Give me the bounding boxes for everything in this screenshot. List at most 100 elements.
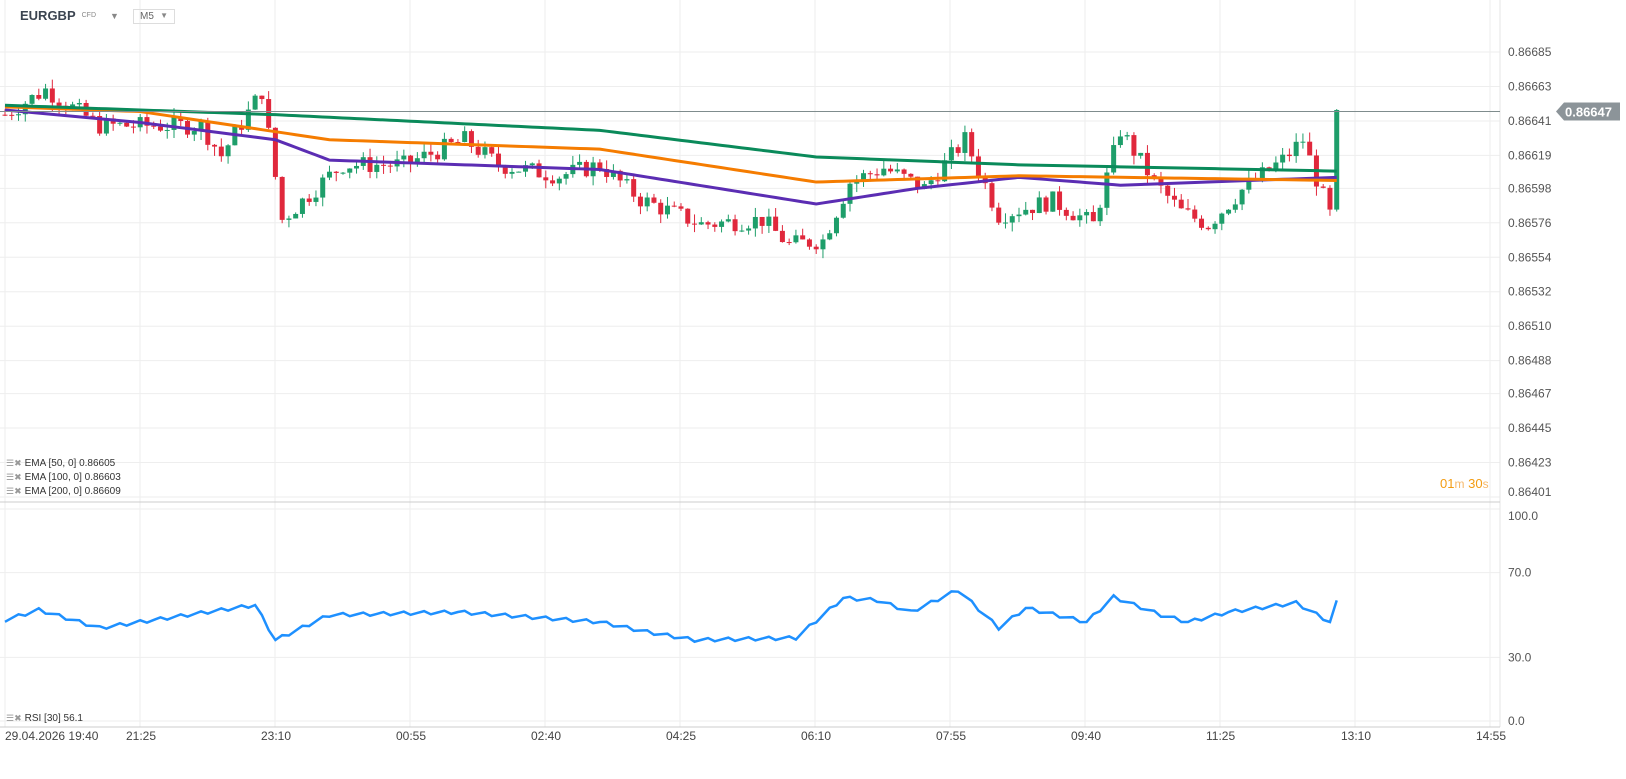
candle-body — [881, 168, 887, 176]
candle-body — [468, 131, 474, 147]
candle-body — [1273, 162, 1279, 171]
candle-body — [664, 205, 670, 215]
candle — [435, 151, 441, 164]
candle-body — [475, 146, 481, 155]
candle-body — [820, 239, 826, 250]
x-tick-label: 21:25 — [126, 729, 156, 743]
candle — [874, 168, 880, 180]
candle-body — [685, 208, 691, 224]
candle-body — [252, 95, 258, 110]
y-tick-label: 70.0 — [1508, 566, 1532, 580]
candle-body — [239, 126, 245, 130]
candle — [272, 127, 278, 180]
candle — [969, 128, 975, 164]
candle-body — [1117, 136, 1123, 146]
legend-ema-50[interactable]: ☰✖ EMA [50, 0] 0.86605 — [6, 458, 115, 469]
candle — [97, 107, 103, 136]
legend-rsi[interactable]: ☰✖ RSI [30] 56.1 — [6, 713, 83, 724]
candle-body — [1097, 207, 1103, 222]
candle-body — [692, 223, 698, 225]
symbol-name: EURGBP — [20, 8, 76, 23]
candle — [685, 208, 691, 227]
candle — [171, 108, 177, 139]
candle-body — [1002, 222, 1008, 224]
candle — [1117, 130, 1123, 148]
y-tick-label: 30.0 — [1508, 650, 1532, 664]
legend-ema-100[interactable]: ☰✖ EMA [100, 0] 0.86603 — [6, 472, 121, 483]
candle — [43, 83, 49, 101]
candle-body — [1239, 189, 1245, 205]
candle — [1320, 184, 1326, 189]
candle — [110, 114, 116, 131]
candle — [861, 169, 867, 187]
y-tick-label: 0.86467 — [1508, 387, 1552, 401]
candle — [786, 238, 792, 246]
candle — [1097, 204, 1103, 226]
candle — [658, 199, 664, 224]
candle — [813, 244, 819, 254]
candle-body — [1063, 209, 1069, 216]
settings-icon[interactable]: ☰✖ — [6, 472, 22, 482]
price-badge-label: 0.86647 — [1565, 105, 1612, 120]
candle-body — [1009, 216, 1015, 223]
candle-body — [861, 173, 867, 180]
candle-body — [171, 116, 177, 130]
candle — [671, 201, 677, 208]
candle-body — [935, 180, 941, 182]
timeframe-select[interactable]: M5 ▼ — [133, 9, 175, 24]
candle-body — [218, 146, 224, 157]
candle-body — [151, 125, 157, 127]
candle — [955, 144, 961, 157]
candle — [455, 139, 461, 143]
candle — [732, 214, 738, 236]
candle-body — [495, 153, 501, 167]
candle — [1212, 221, 1218, 234]
candle — [354, 162, 360, 174]
candle-body — [1307, 141, 1313, 156]
candle — [1104, 167, 1110, 216]
symbol-selector[interactable]: EURGBP CFD ▼ — [20, 8, 119, 23]
ema-line-100 — [4, 105, 1337, 184]
candle-body — [1165, 185, 1171, 196]
candle-body — [529, 163, 535, 166]
settings-icon[interactable]: ☰✖ — [6, 458, 22, 468]
candle-body — [76, 102, 82, 105]
candle-body — [732, 219, 738, 232]
candle — [779, 225, 785, 243]
candle — [637, 192, 643, 215]
candle-body — [543, 177, 549, 181]
legend-label: EMA [50, 0] 0.86605 — [24, 458, 116, 469]
y-tick-label: 0.86554 — [1508, 250, 1552, 264]
candle-body — [1232, 204, 1238, 210]
candle — [293, 212, 299, 219]
candle-body — [103, 118, 109, 134]
candle-body — [340, 172, 346, 174]
candle-body — [421, 151, 427, 159]
candle-body — [644, 197, 650, 207]
candle — [820, 234, 826, 259]
candle-body — [1192, 209, 1198, 219]
legend-ema-200[interactable]: ☰✖ EMA [200, 0] 0.86609 — [6, 486, 121, 497]
y-tick-label: 0.86423 — [1508, 456, 1552, 470]
candle — [76, 98, 82, 107]
candle — [347, 168, 353, 179]
candle-body — [130, 126, 136, 128]
candle — [577, 154, 583, 169]
candle — [1131, 132, 1137, 165]
candle — [117, 121, 123, 126]
candle-body — [1151, 175, 1157, 178]
candle — [705, 220, 711, 230]
settings-icon[interactable]: ☰✖ — [6, 713, 22, 723]
candle-body — [658, 202, 664, 215]
candle — [475, 139, 481, 158]
candle — [881, 160, 887, 177]
candle — [1286, 148, 1292, 162]
candle — [1050, 191, 1056, 212]
settings-icon[interactable]: ☰✖ — [6, 486, 22, 496]
chevron-down-icon: ▼ — [160, 11, 168, 20]
candle — [948, 139, 954, 170]
candle — [1178, 194, 1184, 209]
candle — [489, 145, 495, 157]
candle-body — [1144, 152, 1150, 176]
